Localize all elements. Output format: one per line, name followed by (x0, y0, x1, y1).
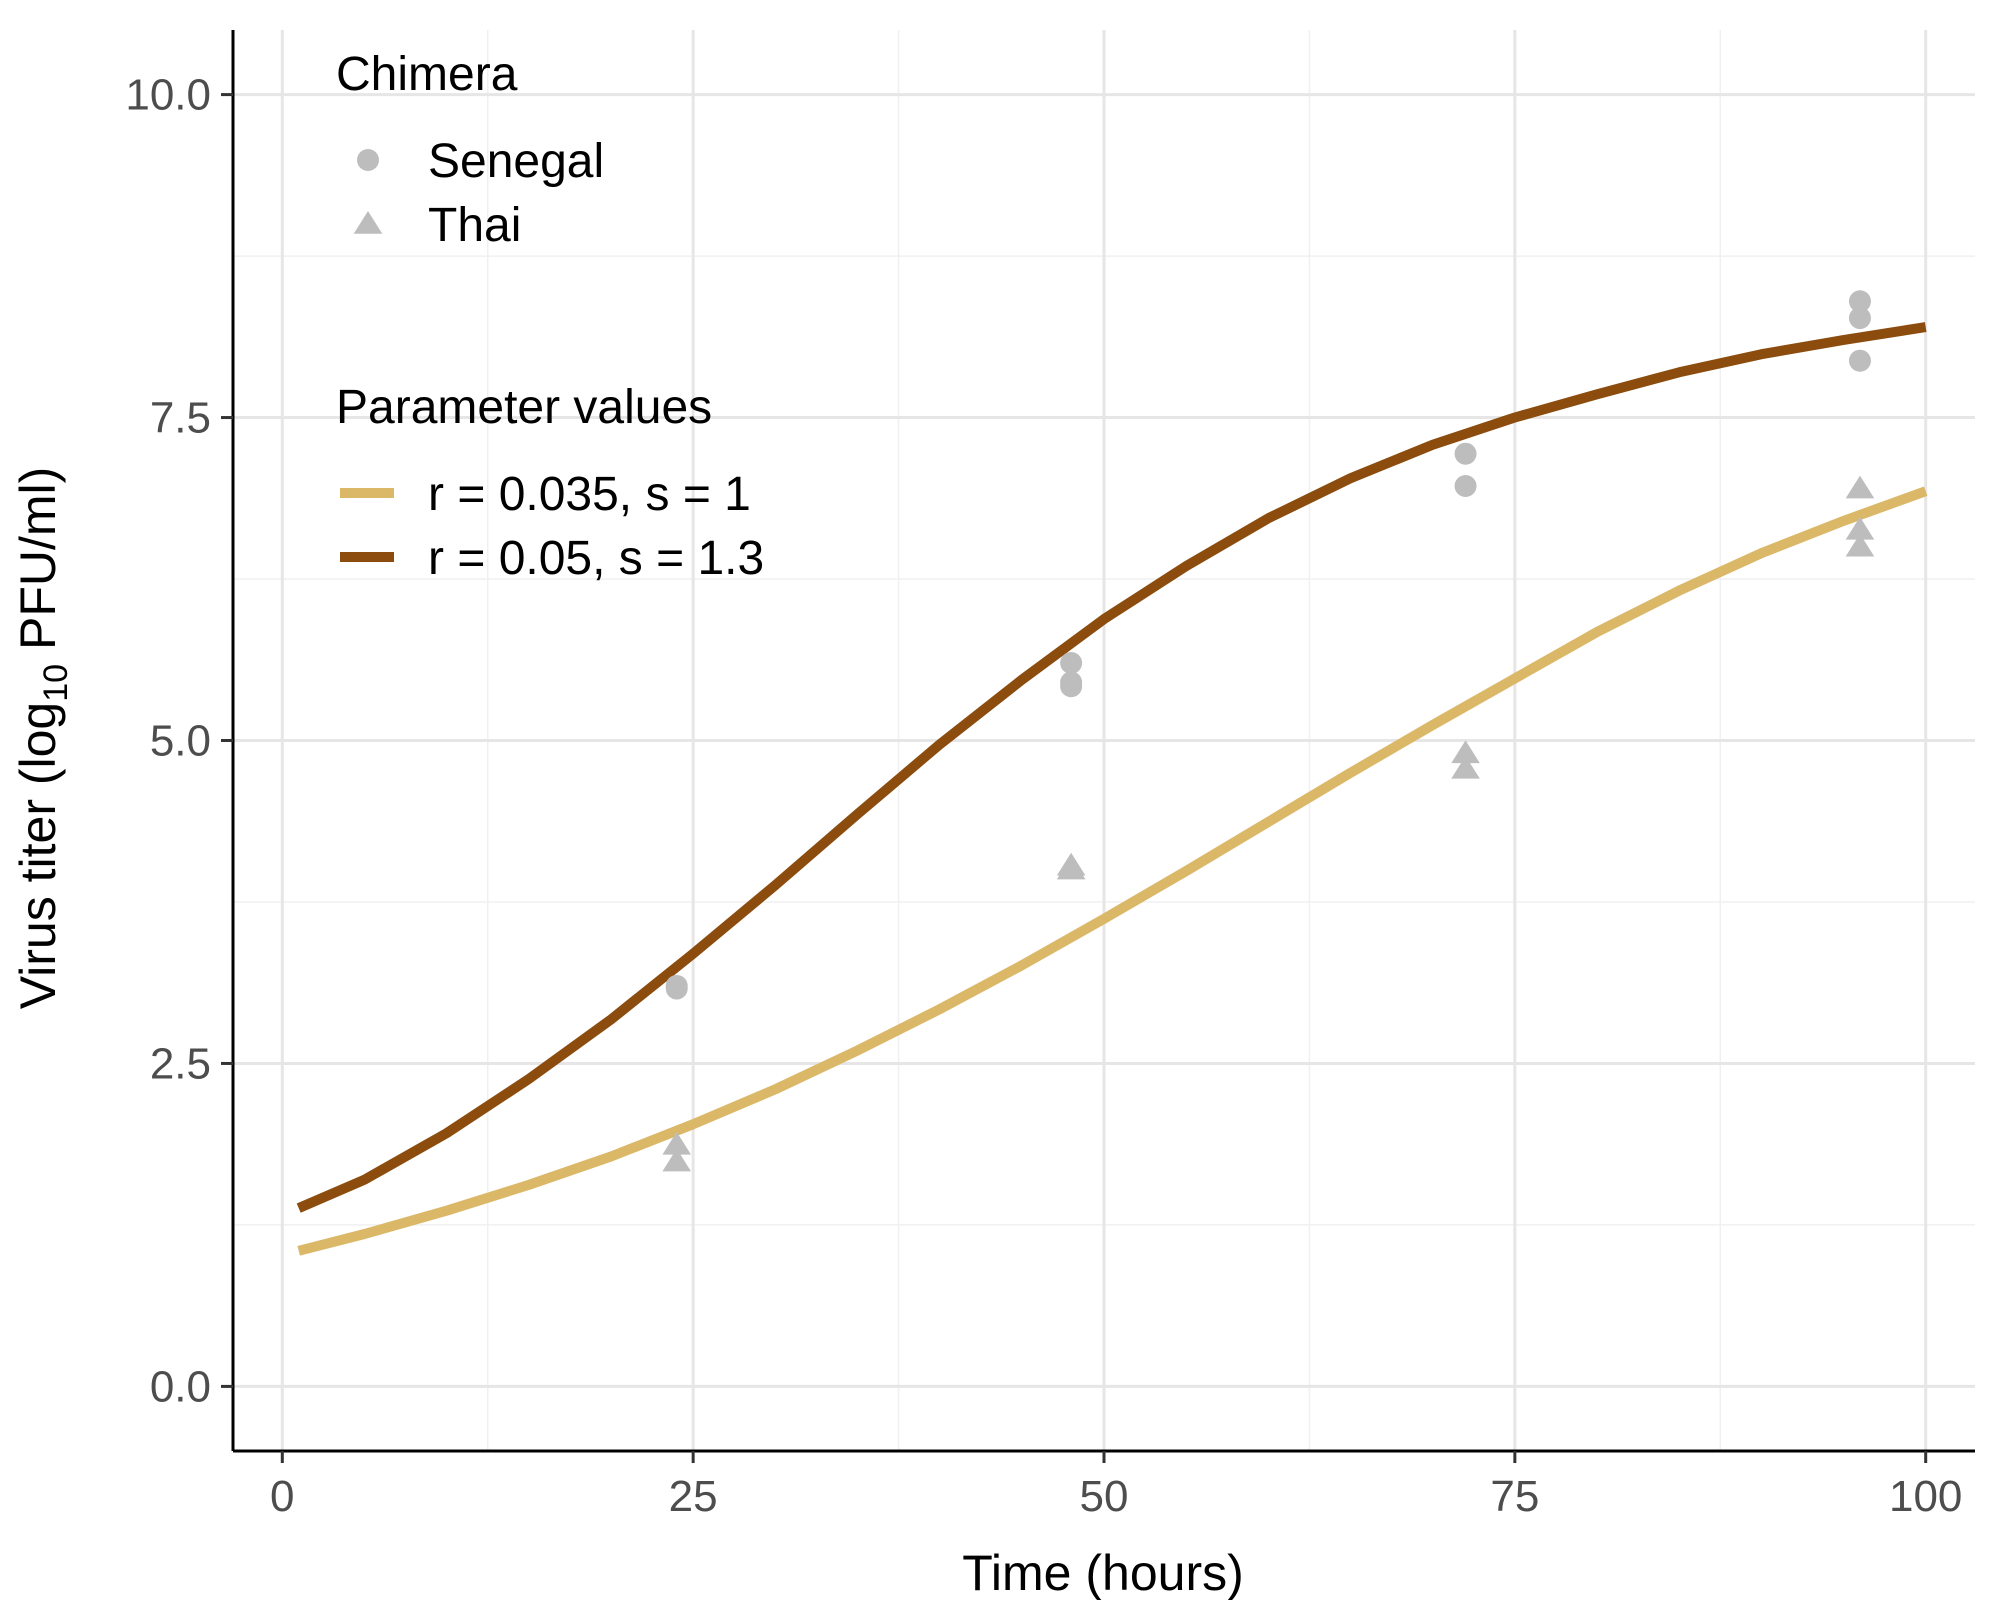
data-point-triangle (1845, 533, 1875, 557)
y-tick-label: 2.5 (150, 1039, 211, 1088)
y-axis-title-main: Virus titer (log (10, 702, 66, 1010)
x-tick-label: 75 (1490, 1472, 1539, 1521)
model-curves (296, 322, 1928, 1256)
y-axis-title: Virus titer (log10 PFU/ml) (10, 467, 75, 1010)
x-tick-label: 0 (270, 1472, 294, 1521)
legend: Chimera Senegal Thai Parameter values r =… (336, 48, 764, 585)
legend-title-chimera: Chimera (336, 48, 518, 101)
x-axis-title: Time (hours) (962, 1545, 1244, 1600)
data-point-circle (1848, 290, 1871, 313)
y-axis-title-unit: PFU/ml) (10, 467, 66, 664)
data-point-circle (1454, 475, 1477, 498)
legend-line-entries: r = 0.035, s = 1 r = 0.05, s = 1.3 (340, 468, 764, 585)
y-axis-title-subscript: 10 (37, 664, 75, 702)
y-tick-label: 0.0 (150, 1362, 211, 1411)
grid-lines (233, 30, 1975, 1451)
legend-point-entries: Senegal Thai (353, 135, 604, 252)
data-point-triangle (662, 1131, 692, 1155)
data-point-triangle (1451, 740, 1480, 764)
data-point-circle (1454, 442, 1477, 465)
x-tick-label: 100 (1889, 1472, 1962, 1521)
data-point-circle (1848, 307, 1871, 330)
data-point-circle (1060, 651, 1083, 674)
x-tick-label: 50 (1080, 1472, 1129, 1521)
legend-label: r = 0.05, s = 1.3 (428, 532, 764, 585)
y-tick-label: 7.5 (150, 394, 211, 443)
data-points (662, 290, 1875, 1172)
data-point-triangle (1056, 856, 1086, 880)
curve-line (297, 486, 1928, 1256)
data-point-circle (1848, 349, 1871, 372)
curve-line (296, 322, 1927, 1213)
data-point-triangle (662, 1148, 692, 1172)
x-tick-label: 25 (669, 1472, 718, 1521)
legend-key-triangle (353, 211, 383, 234)
data-point-triangle (1845, 516, 1875, 540)
data-point-triangle (1845, 475, 1875, 499)
data-point-circle (665, 974, 688, 997)
legend-label: r = 0.035, s = 1 (428, 468, 751, 521)
legend-label: Thai (428, 199, 521, 252)
tick-labels: 0 25 50 75 100 0.0 2.5 5.0 7.5 10.0 (125, 71, 1962, 1521)
y-tick-label: 5.0 (150, 717, 211, 766)
legend-label: Senegal (428, 135, 604, 188)
data-point-triangle (1451, 755, 1480, 779)
legend-title-parameters: Parameter values (336, 381, 712, 434)
legend-key-circle (357, 149, 379, 171)
data-point-circle (1060, 675, 1083, 698)
y-tick-label: 10.0 (125, 71, 211, 120)
